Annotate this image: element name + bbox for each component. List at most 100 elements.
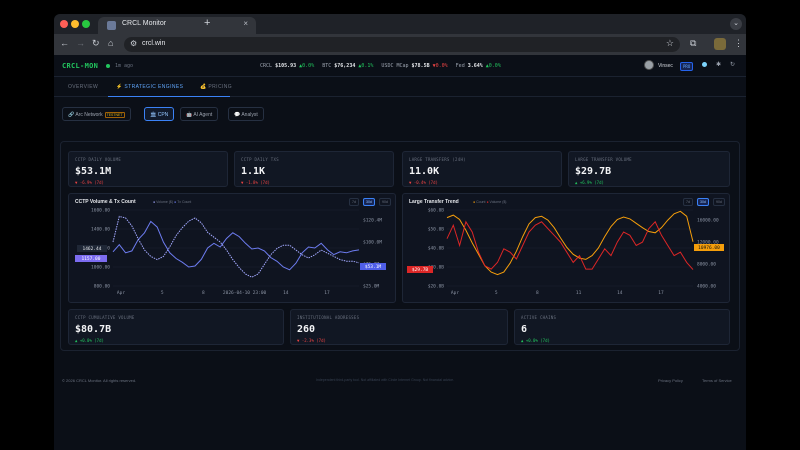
- app-header: CRCL-MON 1m ago CRCL $105.93 ▲0.0% BTC $7…: [54, 55, 746, 77]
- count-badge-box: [694, 244, 724, 251]
- last-updated: 1m ago: [115, 63, 134, 69]
- x-tick: 14: [617, 290, 623, 296]
- forward-icon[interactable]: →: [76, 38, 85, 48]
- address-bar[interactable]: ⚙ crcl.win ☆: [124, 37, 680, 52]
- site-info-icon[interactable]: ⚙: [130, 39, 138, 48]
- stat-value: $80.7B: [75, 324, 112, 335]
- terms-link[interactable]: Terms of Service: [702, 378, 732, 383]
- extensions-icon[interactable]: ⧉: [690, 38, 697, 48]
- range-30d[interactable]: 30d: [363, 198, 375, 206]
- y-left-tick: $30.0B: [428, 265, 445, 271]
- footer-copyright: © 2026 CRCL Monitor. All rights reserved…: [62, 378, 137, 383]
- crosshair-value: 1462.44: [83, 246, 102, 252]
- stat-card: Active Chains 6 ▲ +0.0% (7d): [514, 309, 730, 345]
- testnet-badge: TESTNET: [104, 112, 125, 118]
- tab-overview[interactable]: OVERVIEW: [68, 84, 99, 90]
- range-7d[interactable]: 7d: [349, 198, 359, 206]
- user-avatar[interactable]: [644, 60, 654, 70]
- user-name[interactable]: Vinsec: [658, 63, 673, 69]
- x-tick: 11: [576, 290, 582, 296]
- range-30d[interactable]: 30d: [697, 198, 709, 206]
- back-icon[interactable]: ←: [60, 38, 69, 48]
- chart-legend: ● Volume ($) ● Tx Count: [153, 200, 192, 204]
- ticker-value: $105.93: [275, 63, 300, 69]
- subtab-ai-agent[interactable]: 🤖 AI Agent: [180, 107, 219, 121]
- refresh-icon[interactable]: ↻: [730, 62, 736, 68]
- active-tab-indicator: [108, 96, 230, 97]
- theme-toggle-icon[interactable]: ✱: [716, 62, 722, 68]
- range-90d[interactable]: 90d: [713, 198, 725, 206]
- app-root: CRCL-MON 1m ago CRCL $105.93 ▲0.0% BTC $7…: [54, 55, 746, 450]
- tab-strategic-engines[interactable]: ⚡ STRATEGIC ENGINES: [116, 84, 184, 90]
- legend-volume: Volume ($): [489, 200, 507, 204]
- ticker-delta: ▲0.1%: [358, 63, 374, 69]
- range-7d[interactable]: 7d: [683, 198, 693, 206]
- stat-card: Large Transfer Volume $29.7B ▲ +6.9% (7d…: [568, 151, 730, 187]
- y-left-tick: $60.0B: [428, 208, 445, 214]
- legend-count: Count: [476, 200, 486, 204]
- stat-card: CCTP Cumulative Volume $80.7B ▲ +0.0% (7…: [68, 309, 284, 345]
- new-tab-icon[interactable]: +: [204, 17, 211, 29]
- series-line: [112, 220, 360, 271]
- ticker-item: BTC $76,234 ▲0.1%: [322, 63, 373, 69]
- chart-plot[interactable]: $60.0B $50.0B $40.0B $30.0B $20.0B 16000.00 12…: [403, 194, 731, 304]
- range-90d[interactable]: 90d: [379, 198, 391, 206]
- cpn-panel: [60, 141, 740, 351]
- profile-avatar[interactable]: [714, 38, 726, 50]
- status-icon[interactable]: [702, 62, 707, 67]
- stat-card: CCTP Daily Volume $53.1M ▼ -6.9% (7d): [68, 151, 228, 187]
- stat-card: Institutional Addresses 260 ▼ -2.3% (7d): [290, 309, 508, 345]
- favicon-icon: [107, 21, 116, 30]
- tx-count-badge: 1157.00: [82, 256, 101, 262]
- bookmark-star-icon[interactable]: ☆: [665, 38, 674, 48]
- y-right-tick: 8000.00: [697, 262, 716, 268]
- stat-card: Large Transfers (24h) 11.0K ▼ -0.4% (7d): [402, 151, 562, 187]
- ticker-item: Fed 3.64% ▲0.0%: [456, 63, 501, 69]
- x-tick: 8: [536, 290, 539, 296]
- subtab-arc-network[interactable]: 🔗 Arc Network TESTNET: [62, 107, 131, 121]
- close-window-icon[interactable]: [60, 20, 68, 28]
- minimize-window-icon[interactable]: [71, 20, 79, 28]
- y-left-tick: 800.00: [94, 284, 111, 290]
- series-line: [446, 210, 694, 276]
- x-tick: 5: [161, 290, 164, 296]
- stat-delta: ▼ -6.9% (7d): [75, 180, 104, 185]
- subtab-analyst[interactable]: 💬 Analyst: [228, 107, 264, 121]
- tab-search-icon[interactable]: ⌄: [730, 18, 742, 30]
- x-tick: Apr: [451, 290, 459, 296]
- x-tick: 2026-04-10 23:00: [223, 290, 267, 296]
- browser-tab[interactable]: CRCL Monitor ×: [98, 17, 256, 34]
- ticker-label: BTC: [322, 63, 335, 69]
- subtab-cpn[interactable]: 🏛 CPN: [144, 107, 175, 121]
- ticker-value: 3.64%: [467, 63, 486, 69]
- stat-card: CCTP Daily TXs 1.1K ▼ -1.8% (7d): [234, 151, 394, 187]
- close-tab-icon[interactable]: ×: [243, 19, 248, 28]
- y-left-tick: 1400.00: [91, 227, 110, 233]
- y-left-tick: $40.0B: [428, 246, 445, 252]
- app-logo[interactable]: CRCL-MON: [62, 62, 99, 70]
- stat-delta: ▲ +0.0% (7d): [521, 338, 550, 343]
- chart-plot[interactable]: 1600.001400.001200.001000.00800.00$120.4…: [69, 194, 397, 304]
- browser-menu-icon[interactable]: ⋮: [734, 38, 743, 48]
- main-tabs: OVERVIEW ⚡ STRATEGIC ENGINES 💰 PRICING: [54, 77, 746, 97]
- chart-title: Large Transfer Trend: [409, 199, 459, 205]
- volume-badge-box: [407, 266, 433, 273]
- ticker-item: CRCL $105.93 ▲0.0%: [260, 63, 314, 69]
- stat-label: CCTP Cumulative Volume: [75, 315, 135, 320]
- stat-value: $53.1M: [75, 166, 112, 177]
- maximize-window-icon[interactable]: [82, 20, 90, 28]
- stat-label: Large Transfers (24h): [409, 157, 466, 162]
- tab-pricing[interactable]: 💰 PRICING: [200, 84, 233, 90]
- browser-window: CRCL Monitor × + ⌄ ← → ↻ ⌂ ⚙ crcl.win ☆ …: [54, 14, 746, 450]
- y-left-tick: $20.0B: [428, 284, 445, 290]
- subtab-arc-network-label: 🔗 Arc Network: [68, 112, 103, 118]
- y-right-tick: $120.4M: [363, 218, 382, 224]
- ticker-label: CRCL: [260, 63, 276, 69]
- reload-icon[interactable]: ↻: [92, 38, 100, 48]
- y-left-tick: $50.0B: [428, 227, 445, 233]
- price-ticker: CRCL $105.93 ▲0.0% BTC $76,234 ▲0.1% USDC …: [260, 63, 509, 69]
- y-right-tick: $100.0M: [363, 240, 382, 246]
- privacy-link[interactable]: Privacy Policy: [658, 378, 683, 383]
- home-icon[interactable]: ⌂: [108, 38, 114, 48]
- volume-badge-box: [360, 263, 386, 270]
